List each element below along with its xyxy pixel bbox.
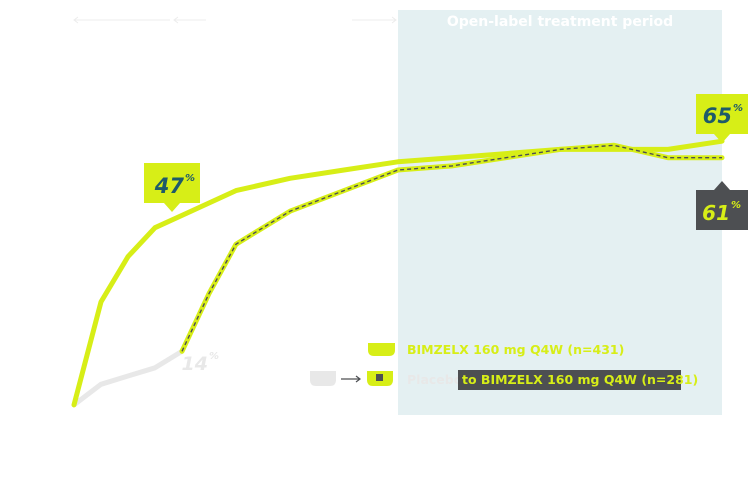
callout-65-percent: 65 % [696, 94, 748, 143]
series-line-placebo-to-bimzelx-dash [181, 144, 722, 352]
callout-65-unit: % [733, 103, 743, 114]
legend-label-placebo: Placebo [407, 372, 463, 387]
callout-14-percent: 14 % [182, 351, 219, 375]
legend-swatch-bimzelx [368, 343, 395, 356]
callout-61-unit: % [731, 200, 741, 211]
period-arrow-icon [352, 16, 397, 24]
legend-swatch-placebo [310, 371, 336, 386]
open-label-period-label: Open-label treatment period [447, 14, 673, 30]
legend-arrow-icon [341, 375, 361, 383]
legend-label-bimzelx: BIMZELX 160 mg Q4W (n=431) [407, 342, 624, 357]
callout-47-percent: 47 % [144, 163, 200, 212]
series-line-placebo [71, 348, 185, 408]
callout-47-unit: % [185, 173, 195, 184]
callout-61-value: 61 [702, 201, 730, 225]
period-arrow-icon [73, 16, 170, 24]
legend-label-switch-background [458, 370, 681, 390]
open-label-period-region [398, 10, 722, 415]
legend-swatch-switch-square [376, 374, 383, 381]
series-line-bimzelx [71, 138, 725, 408]
period-arrows [73, 16, 397, 24]
callout-14-unit: % [209, 351, 219, 362]
callout-14-value: 14 [182, 353, 208, 375]
callout-47-value: 47 [154, 174, 185, 198]
legend-label-switch: to BIMZELX 160 mg Q4W (n=281) [462, 372, 698, 387]
callout-65-value: 65 [703, 104, 732, 128]
callout-61-percent: 61 % [696, 181, 748, 230]
legend: BIMZELX 160 mg Q4W (n=431) Placebo to BI… [310, 342, 698, 390]
period-arrow-icon [173, 16, 206, 24]
